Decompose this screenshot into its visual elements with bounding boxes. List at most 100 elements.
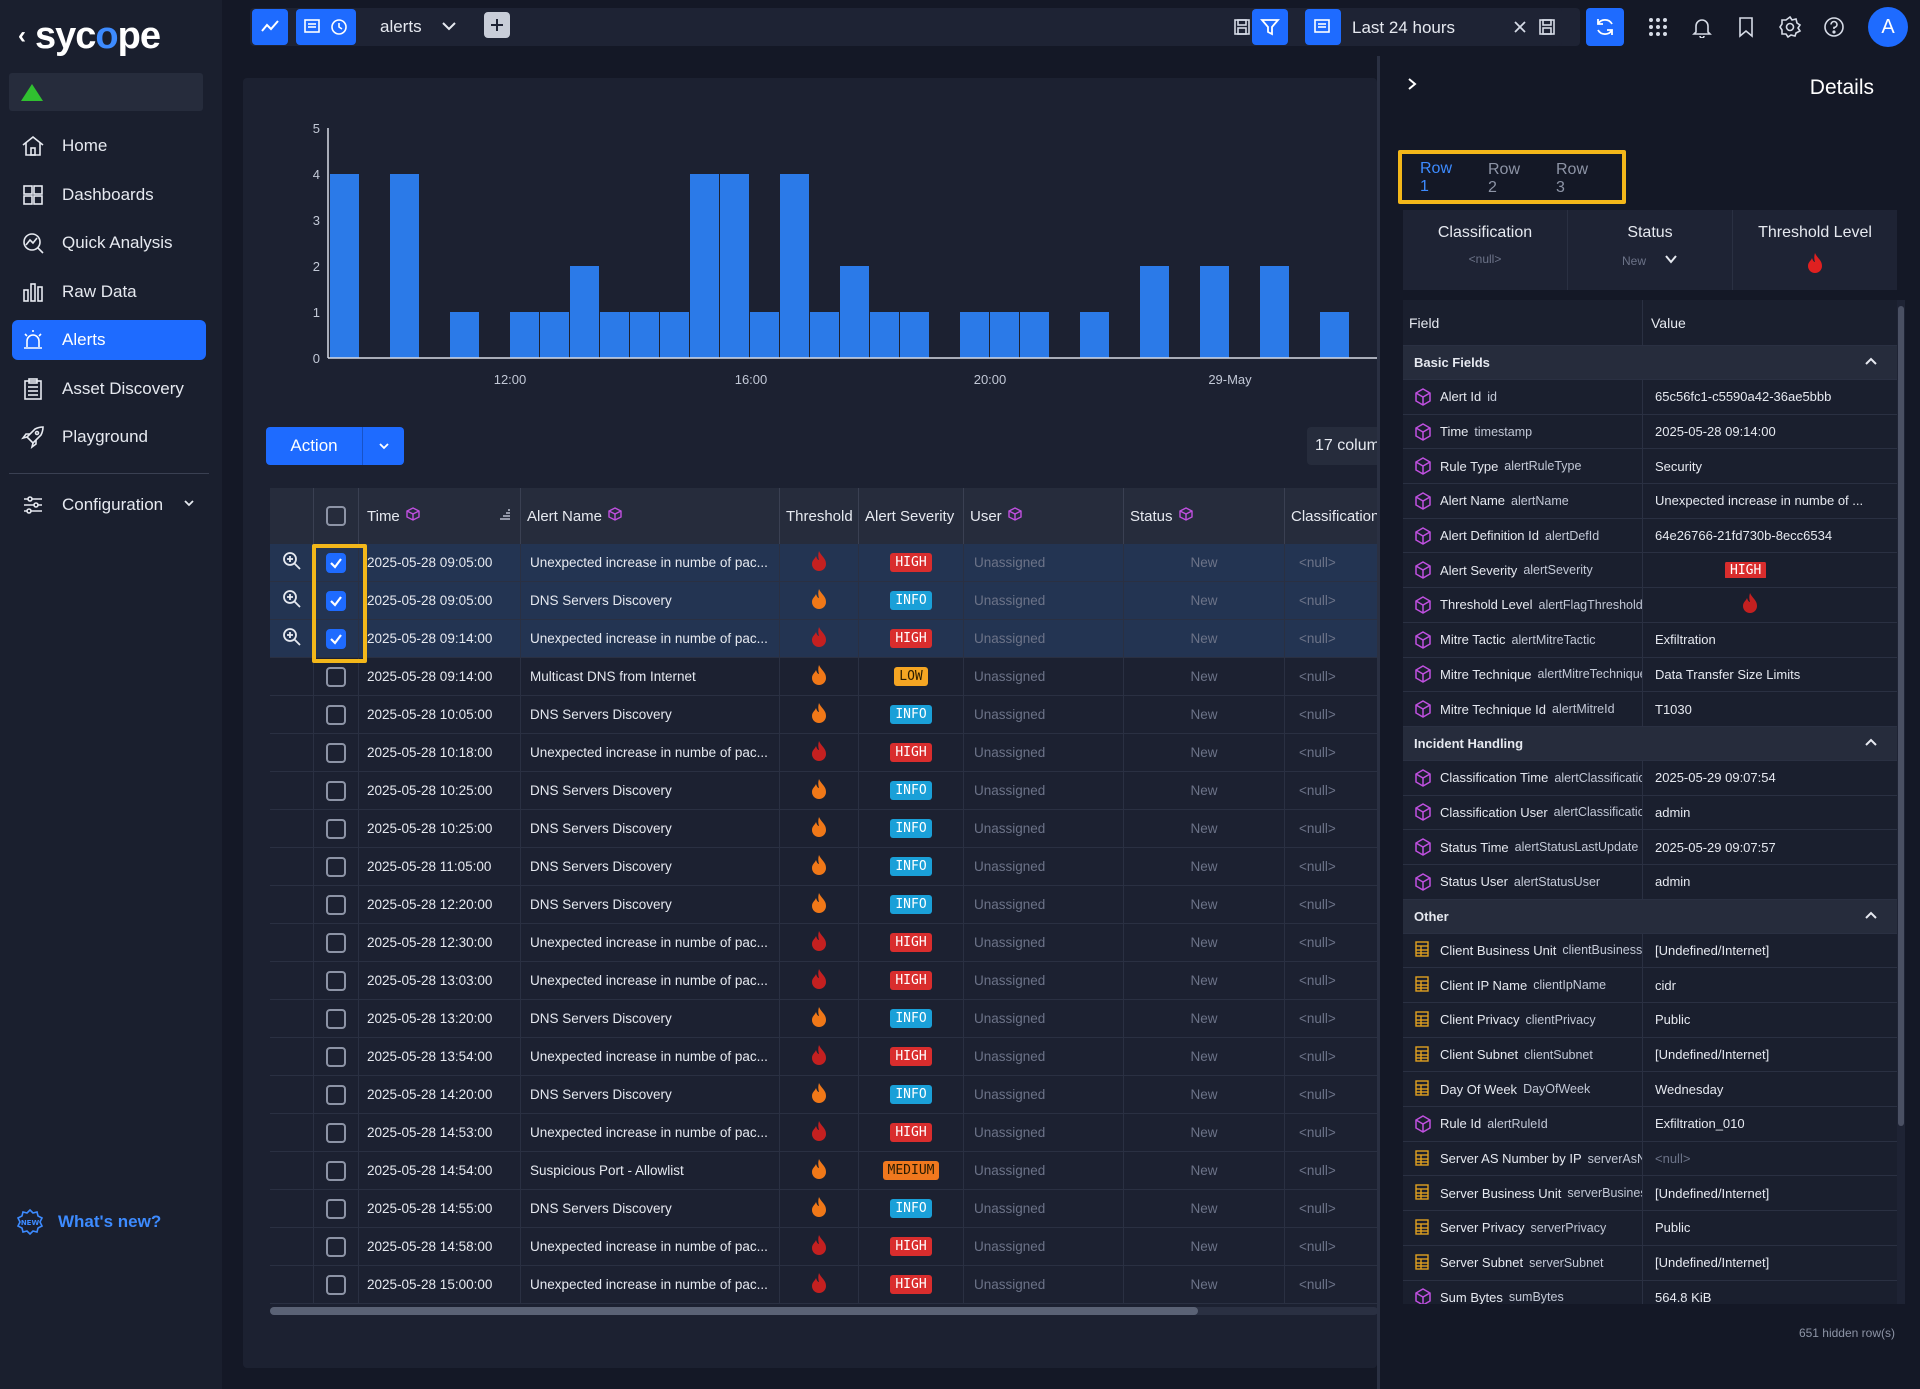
table-row[interactable]: 2025-05-28 10:18:00 Unexpected increase i… (270, 733, 1378, 772)
row-checkbox[interactable] (326, 1160, 346, 1181)
histogram-bar[interactable] (1140, 266, 1169, 358)
table-row[interactable]: 2025-05-28 10:25:00 DNS Servers Discovery… (270, 771, 1378, 810)
row-checkbox[interactable] (326, 1046, 346, 1067)
field-row[interactable]: Threshold Level alertFlagThreshold (1403, 588, 1897, 623)
table-row[interactable]: 2025-05-28 10:05:00 DNS Servers Discovery… (270, 695, 1378, 734)
section-other[interactable]: Other (1403, 899, 1897, 934)
col-header-time[interactable]: Time (359, 488, 521, 544)
field-row[interactable]: Classification User alertClassificationUs… (1403, 795, 1897, 831)
histogram-bar[interactable] (600, 312, 629, 358)
save-time-icon[interactable] (1529, 9, 1565, 45)
field-row[interactable]: Server AS Number by IP serverAsNumber <nul… (1403, 1141, 1897, 1177)
bell-icon[interactable] (1684, 9, 1720, 45)
histogram-bar[interactable] (960, 312, 989, 358)
field-row[interactable]: Server Business Unit serverBusinessUnit [U… (1403, 1176, 1897, 1212)
field-row[interactable]: Client Subnet clientSubnet [Undefined/Inte… (1403, 1037, 1897, 1073)
field-row[interactable]: Status Time alertStatusLastUpdate 2025-05-… (1403, 830, 1897, 865)
table-row[interactable]: 2025-05-28 11:05:00 DNS Servers Discovery… (270, 847, 1378, 886)
filter-icon[interactable] (1252, 9, 1288, 45)
chart-toggle-button[interactable] (252, 9, 288, 45)
col-header-alert-name[interactable]: Alert Name (521, 488, 780, 544)
table-row[interactable]: 2025-05-28 13:20:00 DNS Servers Discovery… (270, 999, 1378, 1038)
collapse-panel-icon[interactable] (1404, 76, 1420, 97)
histogram-bar[interactable] (1320, 312, 1349, 358)
gear-icon[interactable] (1772, 9, 1808, 45)
field-row[interactable]: Classification Time alertClassificationTi… (1403, 760, 1897, 796)
sidebar-item-playground[interactable]: Playground (12, 417, 206, 457)
table-row[interactable]: 2025-05-28 09:14:00 Unexpected increase i… (270, 619, 1378, 658)
col-header-severity[interactable]: Alert Severity (859, 488, 964, 544)
time-range-label[interactable]: Last 24 hours (1352, 18, 1456, 37)
field-row[interactable]: Rule Id alertRuleId Exfiltration_010 (1403, 1107, 1897, 1142)
table-row[interactable]: 2025-05-28 14:54:00 Suspicious Port - All… (270, 1151, 1378, 1190)
field-row[interactable]: Day Of Week DayOfWeek Wednesday (1403, 1072, 1897, 1108)
histogram-bar[interactable] (990, 312, 1019, 358)
table-row[interactable]: 2025-05-28 13:54:00 Unexpected increase i… (270, 1037, 1378, 1076)
histogram-bar[interactable] (630, 312, 659, 358)
histogram-bar[interactable] (540, 312, 569, 358)
row-checkbox[interactable] (326, 628, 346, 649)
field-row[interactable]: Alert Name alertName Unexpected increase i… (1403, 484, 1897, 519)
table-row[interactable]: 2025-05-28 09:05:00 DNS Servers Discovery… (270, 581, 1378, 620)
select-all-checkbox[interactable] (326, 506, 346, 526)
field-row[interactable]: Status User alertStatusUser admin (1403, 864, 1897, 900)
row-checkbox[interactable] (326, 856, 346, 877)
help-icon[interactable] (1816, 9, 1852, 45)
row-checkbox[interactable] (326, 552, 346, 573)
field-row[interactable]: Mitre Tactic alertMitreTactic Exfiltration (1403, 622, 1897, 658)
clear-time-icon[interactable] (1502, 9, 1538, 45)
histogram-bar[interactable] (1260, 266, 1289, 358)
section-basic-fields[interactable]: Basic Fields (1403, 346, 1897, 380)
field-row[interactable]: Alert Definition Id alertDefId 64e26766-21… (1403, 518, 1897, 554)
sort-icon[interactable] (498, 507, 512, 525)
field-row[interactable]: Alert Severity alertSeverity HIGH (1403, 553, 1897, 589)
table-row[interactable]: 2025-05-28 15:00:00 Unexpected increase i… (270, 1265, 1378, 1304)
system-status-box[interactable] (9, 73, 203, 111)
field-row[interactable]: Mitre Technique Id alertMitreId T1030 (1403, 692, 1897, 727)
table-row[interactable]: 2025-05-28 09:14:00 Multicast DNS from In… (270, 657, 1378, 696)
zoom-in-icon[interactable] (282, 589, 302, 612)
row-checkbox[interactable] (326, 742, 346, 763)
table-row[interactable]: 2025-05-28 14:53:00 Unexpected increase i… (270, 1113, 1378, 1152)
saved-views-button[interactable] (296, 9, 356, 45)
histogram-bar[interactable] (1200, 266, 1229, 358)
row-checkbox[interactable] (326, 1008, 346, 1029)
row-checkbox[interactable] (326, 666, 346, 687)
sidebar-item-raw-data[interactable]: Raw Data (12, 272, 206, 312)
sidebar-item-quick-analysis[interactable]: Quick Analysis (12, 223, 206, 263)
sidebar-item-dashboards[interactable]: Dashboards (12, 175, 206, 215)
refresh-icon[interactable] (1586, 8, 1624, 46)
row-checkbox[interactable] (326, 1274, 346, 1295)
row-checkbox[interactable] (326, 780, 346, 801)
table-row[interactable]: 2025-05-28 12:30:00 Unexpected increase i… (270, 923, 1378, 962)
logo[interactable]: ‹ syc o pe (18, 15, 161, 57)
user-avatar[interactable]: A (1868, 7, 1908, 47)
row-checkbox[interactable] (326, 704, 346, 725)
row-checkbox[interactable] (326, 1084, 346, 1105)
histogram-bar[interactable] (900, 312, 929, 358)
histogram-bar[interactable] (750, 312, 779, 358)
chevron-down-icon[interactable] (1664, 252, 1678, 269)
histogram-bar[interactable] (870, 312, 899, 358)
histogram-bar[interactable] (660, 312, 689, 358)
zoom-in-icon[interactable] (282, 551, 302, 574)
histogram-bar[interactable] (390, 174, 419, 358)
col-header-status[interactable]: Status (1124, 488, 1285, 544)
row-checkbox[interactable] (326, 1236, 346, 1257)
histogram-bar[interactable] (810, 312, 839, 358)
bookmark-icon[interactable] (1728, 9, 1764, 45)
apps-grid-icon[interactable] (1640, 9, 1676, 45)
section-incident-handling[interactable]: Incident Handling (1403, 726, 1897, 761)
histogram-bar[interactable] (780, 174, 809, 358)
histogram-bar[interactable] (690, 174, 719, 358)
sidebar-item-configuration[interactable]: Configuration (12, 485, 206, 525)
col-header-threshold[interactable]: Threshold (780, 488, 859, 544)
sidebar-item-alerts[interactable]: Alerts (12, 320, 206, 360)
tab-row-2[interactable]: Row 2 (1488, 161, 1521, 196)
row-checkbox[interactable] (326, 932, 346, 953)
table-horizontal-scrollbar[interactable] (270, 1307, 1378, 1315)
scrollbar-thumb[interactable] (270, 1307, 1198, 1315)
action-dropdown-icon[interactable] (363, 439, 404, 453)
histogram-bar[interactable] (720, 174, 749, 358)
chevron-up-icon[interactable] (1863, 907, 1879, 926)
